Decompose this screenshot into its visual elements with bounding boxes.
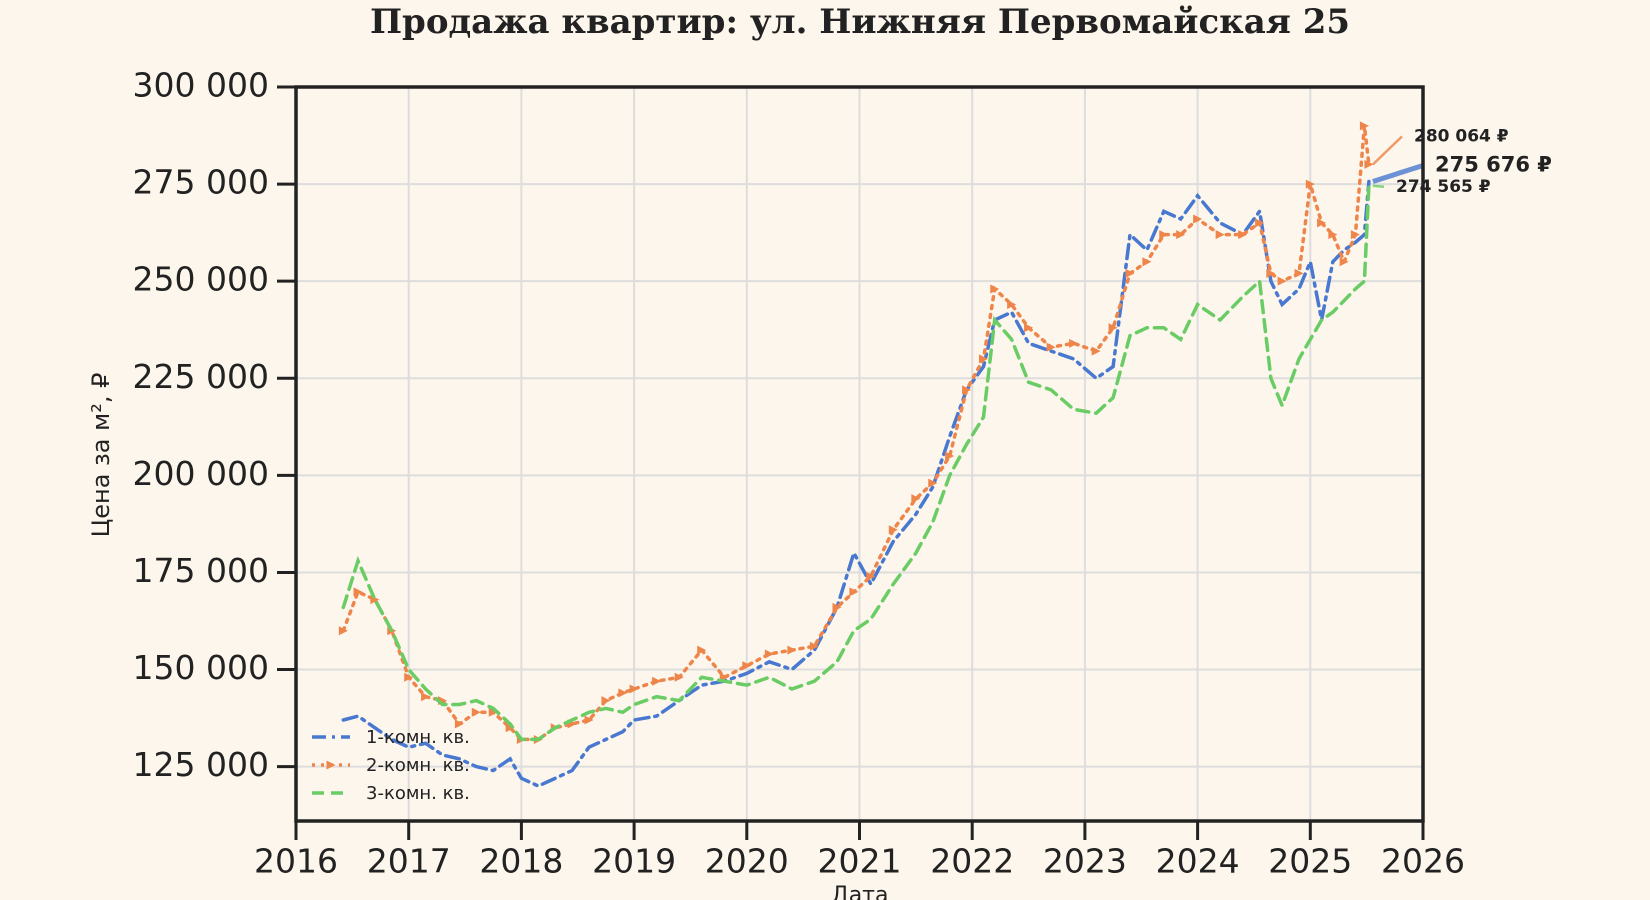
point-marker (652, 676, 662, 686)
point-marker (787, 645, 797, 655)
point-marker (962, 385, 972, 395)
y-tick-label: 275 000 (133, 163, 269, 202)
point-marker (488, 707, 498, 717)
x-tick-label: 2017 (367, 842, 451, 881)
y-tick-label: 125 000 (133, 745, 269, 784)
point-marker (1142, 257, 1152, 267)
point-marker (505, 723, 515, 733)
point-marker (1046, 342, 1056, 352)
y-tick-label: 150 000 (133, 648, 269, 687)
point-marker (353, 587, 363, 597)
point-marker (421, 692, 431, 702)
point-marker (1176, 230, 1186, 240)
point-marker (1091, 346, 1101, 356)
point-marker (1359, 121, 1369, 131)
x-tick-label: 2018 (479, 842, 563, 881)
point-marker (1255, 218, 1265, 228)
point-marker (1193, 214, 1203, 224)
legend-label: 1-комн. кв. (366, 727, 470, 748)
point-marker (1159, 230, 1169, 240)
legend-label: 3-комн. кв. (366, 783, 470, 804)
point-marker (338, 626, 348, 636)
point-marker (697, 645, 707, 655)
point-marker (1350, 230, 1360, 240)
point-marker (1024, 323, 1034, 333)
x-tick-label: 2023 (1043, 842, 1127, 881)
x-tick-label: 2019 (592, 842, 676, 881)
point-marker (584, 715, 594, 725)
point-marker (1339, 257, 1349, 267)
x-tick-label: 2022 (930, 842, 1014, 881)
x-tick-label: 2016 (254, 842, 338, 881)
x-axis-label: Дата (832, 883, 889, 900)
point-marker (990, 284, 1000, 294)
y-tick-label: 300 000 (133, 66, 269, 105)
point-marker (928, 478, 938, 488)
point-marker (849, 587, 859, 597)
point-marker (1215, 230, 1225, 240)
point-marker (866, 571, 876, 581)
point-marker (945, 451, 955, 461)
point-marker (404, 672, 414, 682)
point-marker (1317, 218, 1327, 228)
point-marker (1305, 179, 1315, 189)
x-tick-label: 2025 (1268, 842, 1352, 881)
annotation-label: 280 064 ₽ (1414, 126, 1509, 146)
point-marker (978, 354, 988, 364)
point-marker (1007, 299, 1017, 309)
point-marker (1294, 268, 1304, 278)
x-tick-label: 2026 (1381, 842, 1465, 881)
annotation-arrow (1372, 135, 1403, 166)
point-marker (1069, 338, 1079, 348)
point-marker (618, 688, 628, 698)
point-marker (1125, 268, 1135, 278)
point-marker (471, 707, 481, 717)
point-marker (1266, 268, 1276, 278)
point-marker (629, 684, 639, 694)
annotation-label: 275 676 ₽ (1435, 152, 1552, 176)
legend-label: 2-комн. кв. (366, 755, 470, 776)
point-marker (674, 672, 684, 682)
x-tick-label: 2021 (818, 842, 902, 881)
annotation-label: 274 565 ₽ (1396, 177, 1491, 197)
legend-marker (326, 760, 336, 770)
point-marker (764, 649, 774, 659)
annotation-arrow (1372, 184, 1385, 189)
y-tick-label: 175 000 (133, 551, 269, 590)
y-tick-label: 250 000 (133, 260, 269, 299)
annotation-arrow (1372, 163, 1424, 184)
point-marker (1108, 323, 1118, 333)
point-marker (809, 641, 819, 651)
x-tick-label: 2024 (1156, 842, 1240, 881)
x-tick-label: 2020 (705, 842, 789, 881)
y-tick-label: 200 000 (133, 454, 269, 493)
y-tick-label: 225 000 (133, 357, 269, 396)
series-line (341, 179, 1371, 788)
point-marker (1277, 276, 1287, 286)
point-marker (1238, 230, 1248, 240)
point-marker (454, 719, 464, 729)
plot-frame (294, 85, 1425, 823)
point-marker (742, 661, 752, 671)
series-line (341, 184, 1371, 742)
point-marker (911, 494, 921, 504)
chart-title: Продажа квартир: ул. Нижняя Первомайская… (370, 2, 1350, 42)
point-marker (601, 696, 611, 706)
point-marker (888, 525, 898, 535)
y-axis-label: Цена за м², ₽ (87, 373, 115, 538)
point-marker (1328, 230, 1338, 240)
point-marker (1364, 159, 1374, 169)
point-marker (832, 602, 842, 612)
